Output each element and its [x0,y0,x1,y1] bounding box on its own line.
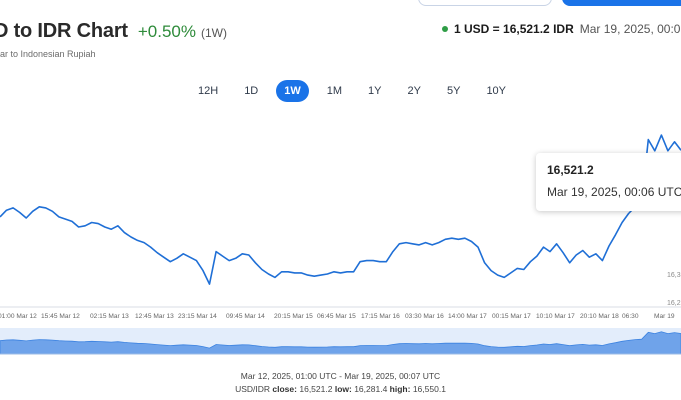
footer-close-label: close: [272,384,297,394]
footer-date-range: Mar 12, 2025, 01:00 UTC - Mar 19, 2025, … [240,371,441,381]
chart-tooltip: 16,521.2 Mar 19, 2025, 00:06 UTC [536,153,681,211]
x-tick-label: 23:15 Mar 14 [178,313,217,320]
footer-high: 16,550.1 [412,384,446,394]
change-period: (1W) [201,26,228,40]
period-10y-button[interactable]: 10Y [486,85,507,97]
rate-value: 1 USD = 16,521.2 IDR [454,22,574,36]
x-tick-label: 09:45 Mar 14 [226,313,265,320]
tooltip-value: 16,521.2 [547,163,594,177]
tooltip-date: Mar 19, 2025, 00:06 UTC [547,185,681,199]
x-tick-label: 17:15 Mar 16 [361,313,400,320]
x-tick-label: 12:45 Mar 13 [135,313,174,320]
footer-pair: USD/IDR [235,384,271,394]
range-navigator[interactable] [0,326,681,356]
live-dot-icon [442,26,448,32]
change-percent: +0.50% [137,22,197,41]
period-5y-button[interactable]: 5Y [446,85,461,97]
x-tick-label: 00:15 Mar 17 [492,313,531,320]
y-tick-label: 16,2 [667,300,681,307]
x-tick-label: Mar 19 [654,313,675,320]
footer-close: 16,521.2 [299,384,333,394]
period-1y-button[interactable]: 1Y [368,85,382,97]
footer-high-label: high: [389,384,411,394]
page-title: D to IDR Chart [0,20,128,42]
x-tick-label: 20:10 Mar 18 [580,313,619,320]
period-selector: 12H 1D 1W 1M 1Y 2Y 5Y 10Y [190,80,524,102]
x-tick-label: 01:00 Mar 12 [0,313,37,320]
x-tick-label: 06:30 [622,313,639,320]
period-1d-button[interactable]: 1D [244,85,259,97]
page-subtitle: lar to Indonesian Rupiah [0,49,96,59]
x-tick-label: 06:45 Mar 15 [317,313,356,320]
top-primary-button[interactable] [562,0,681,6]
x-tick-label: 03:30 Mar 16 [405,313,444,320]
period-1w-button[interactable]: 1W [276,80,309,102]
footer-low-label: low: [334,384,352,394]
period-12h-button[interactable]: 12H [198,85,219,97]
y-tick-label: 16,3 [667,272,681,279]
price-series-line [0,134,681,285]
live-rate: 1 USD = 16,521.2 IDR Mar 19, 2025, 00:06… [442,22,681,36]
period-2y-button[interactable]: 2Y [407,85,421,97]
footer-low: 16,281.4 [354,384,388,394]
x-tick-label: 10:10 Mar 17 [536,313,575,320]
x-tick-label: 20:15 Mar 15 [274,313,313,320]
x-tick-label: 15:45 Mar 12 [41,313,80,320]
x-tick-label: 02:15 Mar 13 [90,313,129,320]
rate-timestamp: Mar 19, 2025, 00:06 U [579,22,681,36]
footer-stats: USD/IDR close: 16,521.2 low: 16,281.4 hi… [0,384,681,394]
period-1m-button[interactable]: 1M [326,85,343,97]
x-tick-label: 14:00 Mar 17 [448,313,487,320]
chart-header: D to IDR Chart +0.50% (1W) [0,20,227,42]
top-outline-button[interactable] [418,0,552,6]
navigator-series-area [0,331,681,355]
